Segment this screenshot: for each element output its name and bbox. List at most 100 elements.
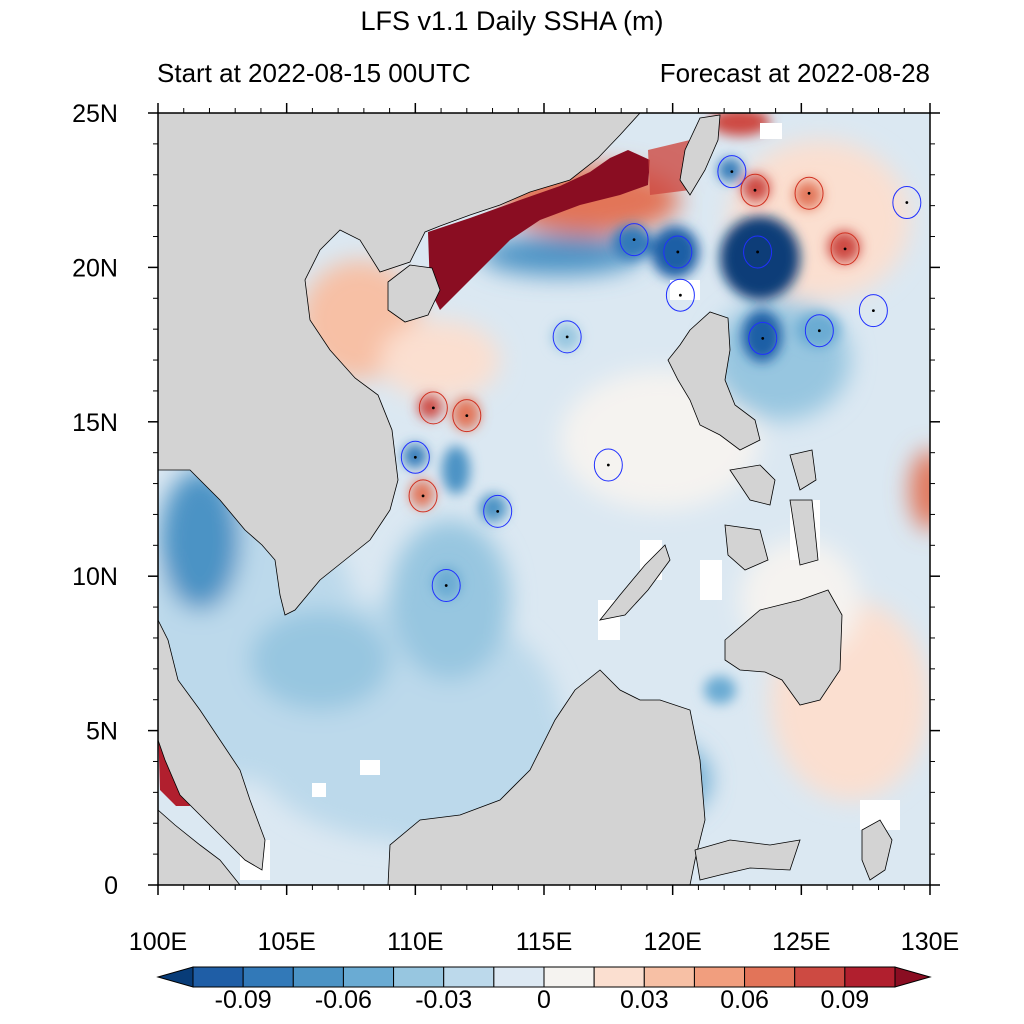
colorbar-tick-label: 0 — [537, 986, 551, 1014]
colorbar-low-end — [156, 966, 194, 988]
y-tick-label: 15N — [72, 409, 118, 437]
halmahera-island — [861, 819, 893, 881]
ssha-strong-features — [403, 113, 860, 704]
colorbar-box — [242, 966, 294, 988]
malay-peninsula — [158, 619, 266, 871]
anticyclonic-eddy-ring — [452, 399, 482, 433]
anticyclonic-eddy-center — [753, 188, 757, 192]
colorbar-tick-label: -0.09 — [215, 986, 272, 1014]
panay-island — [724, 524, 769, 571]
cyclonic-eddy-ring — [717, 155, 747, 189]
colorbar-tick-label: 0.06 — [720, 986, 769, 1014]
colorbar-box — [342, 966, 395, 988]
x-tick-label: 105E — [257, 928, 315, 956]
hainan-island — [387, 264, 441, 323]
x-tick-label: 130E — [901, 928, 959, 956]
x-tick-label: 115E — [516, 928, 573, 956]
cyclonic-eddy-center — [871, 309, 875, 313]
anticyclonic-eddy-ring — [830, 232, 860, 266]
map-axes: 100E 105E 110E 115E 120E 125E 130E 0 5N 10N 15N 20N… — [72, 100, 959, 956]
x-tick-label: 120E — [643, 928, 701, 956]
colorbar-tick-label: 0.09 — [821, 986, 870, 1014]
x-tick-label: 110E — [387, 928, 444, 956]
cyclonic-eddy-ring — [619, 223, 649, 257]
samar-island — [789, 449, 817, 491]
colorbar-box — [643, 966, 695, 988]
leyte-island — [789, 499, 819, 566]
anticyclonic-eddy-ring — [418, 391, 448, 425]
cyclonic-eddy-center — [756, 250, 759, 254]
cyclonic-eddy-center — [632, 238, 636, 242]
cyclonic-eddy-center — [817, 329, 821, 333]
x-tick-label: 125E — [772, 928, 830, 956]
colorbar-high-end — [894, 966, 932, 988]
colorbar-tick-label: -0.06 — [315, 986, 372, 1014]
cyclonic-eddy-center — [413, 455, 417, 459]
start-time-label: Start at 2022-08-15 00UTC — [157, 58, 471, 88]
coastal-positive-band-edge — [648, 140, 690, 195]
eddy-markers — [400, 155, 922, 602]
mainland-asia — [158, 113, 641, 616]
visayas-islands — [729, 464, 776, 506]
y-tick-label: 10N — [72, 563, 118, 591]
y-tick-label: 25N — [72, 100, 118, 128]
cyclonic-eddy-center — [444, 584, 448, 587]
cyclonic-eddy-center — [606, 463, 610, 467]
colorbar-tick-label: -0.03 — [415, 986, 472, 1014]
colorbar-box — [794, 966, 846, 988]
cyclonic-eddy-ring — [593, 448, 623, 482]
anticyclonic-eddy-ring — [740, 173, 770, 207]
anticyclonic-eddy-center — [431, 406, 435, 410]
colorbar-box — [744, 966, 796, 988]
anticyclonic-eddy-center — [465, 414, 469, 418]
anticyclonic-eddy-center — [843, 247, 847, 251]
cyclonic-eddy-ring — [431, 568, 461, 602]
coastal-positive-band — [428, 150, 650, 310]
colorbar-box — [393, 966, 445, 988]
cyclonic-eddy-ring — [483, 494, 513, 528]
anticyclonic-eddy-center — [421, 494, 425, 498]
colorbar-box — [493, 966, 545, 988]
palawan-island — [599, 544, 671, 621]
cyclonic-eddy-ring — [663, 235, 693, 269]
cyclonic-eddy-center — [761, 337, 765, 340]
map-plot-area — [158, 113, 930, 885]
anticyclonic-eddy-center — [807, 191, 811, 195]
map-title: LFS v1.1 Daily SSHA (m) — [360, 6, 664, 36]
cyclonic-eddy-ring — [552, 320, 582, 354]
cyclonic-eddy-ring — [665, 278, 695, 312]
cyclonic-eddy-center — [905, 201, 909, 204]
cyclonic-eddy-center — [676, 250, 680, 254]
colorbar-box — [192, 966, 244, 988]
cyclonic-eddy-ring — [892, 186, 922, 220]
sulawesi-island — [694, 839, 801, 881]
cyclonic-eddy-center — [565, 335, 569, 339]
colorbar-tick-label: 0.03 — [620, 986, 669, 1014]
colorbar-box — [543, 966, 595, 988]
sumatra — [158, 809, 241, 885]
forecast-time-label: Forecast at 2022-08-28 — [659, 58, 930, 88]
cyclonic-eddy-ring — [743, 235, 773, 269]
x-tick-label: 100E — [129, 928, 187, 956]
cyclonic-eddy-ring — [748, 321, 778, 355]
colorbar-box — [593, 966, 645, 988]
luzon-island — [667, 311, 761, 451]
colorbar-box — [693, 966, 746, 988]
cyclonic-eddy-center — [730, 170, 734, 174]
colorbar: -0.09 -0.06 -0.03 0 0.03 0.06 0.09 — [156, 966, 932, 1014]
y-tick-label: 20N — [72, 254, 118, 282]
land-masses — [158, 113, 893, 885]
y-tick-label: 5N — [86, 718, 118, 746]
colorbar-box — [844, 966, 896, 988]
taiwan-island — [679, 114, 721, 196]
cyclonic-eddy-center — [496, 509, 500, 513]
cyclonic-eddy-center — [678, 293, 682, 297]
cyclonic-eddy-ring — [858, 294, 888, 328]
anticyclonic-eddy-ring — [794, 176, 824, 210]
cyclonic-eddy-ring — [400, 440, 430, 474]
borneo-island — [387, 669, 706, 885]
y-tick-label: 0 — [104, 872, 118, 900]
mindanao-island — [724, 589, 843, 706]
colorbar-box — [292, 966, 344, 988]
